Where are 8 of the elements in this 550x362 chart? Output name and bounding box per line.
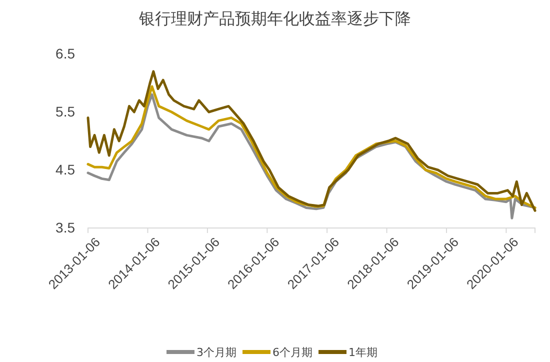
y-tick-label: 6.5: [56, 45, 76, 62]
legend-label: 6个月期: [272, 346, 312, 359]
y-tick-label: 3.5: [56, 219, 76, 236]
chart-title: 银行理财产品预期年化收益率逐步下降: [138, 9, 411, 28]
legend-label: 3个月期: [196, 346, 236, 359]
y-tick-label: 5.5: [56, 103, 76, 120]
legend-label: 1年期: [348, 346, 378, 359]
y-tick-label: 4.5: [56, 161, 76, 178]
